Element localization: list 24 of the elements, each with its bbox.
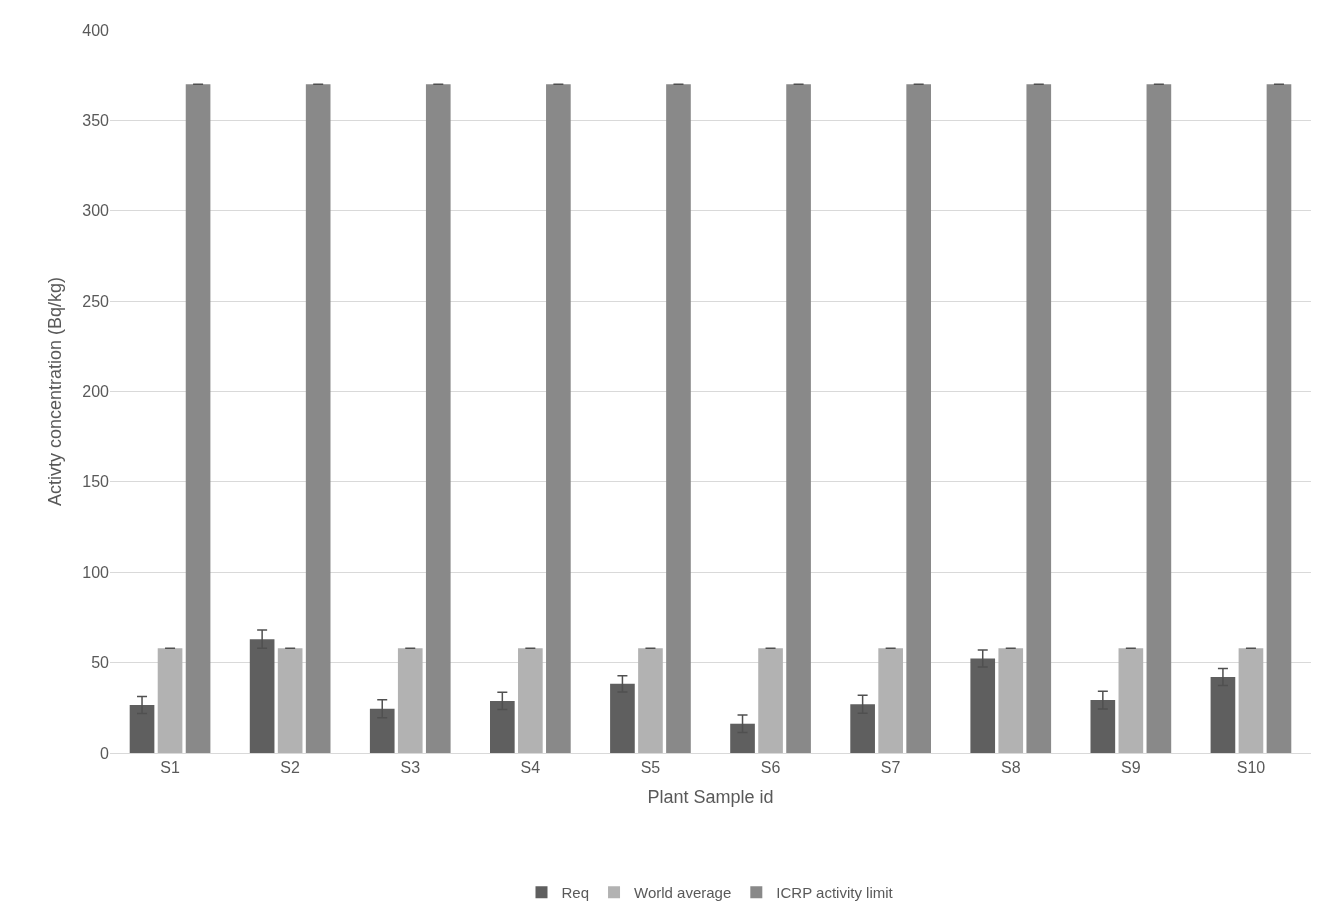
y-tick-label: 350	[82, 111, 110, 129]
x-tick-label: S7	[880, 759, 901, 777]
x-tick-label: S8	[1000, 759, 1021, 777]
x-tick-label: S9	[1121, 759, 1141, 777]
x-tick-label: S10	[1236, 759, 1266, 777]
y-tick-label: 200	[82, 383, 110, 401]
x-tick-label: S5	[640, 759, 661, 777]
y-tick-label: 50	[91, 654, 110, 672]
y-tick-label: 250	[82, 292, 110, 310]
y-tick-label: 400	[82, 21, 110, 39]
x-axis-title: Plant Sample id	[647, 787, 774, 808]
x-tick-label: S1	[160, 759, 180, 777]
y-tick-label: 100	[82, 563, 110, 581]
x-tick-label: S3	[400, 759, 421, 777]
x-tick-label: S6	[760, 759, 781, 777]
y-axis-title: Activty concentration (Bq/kg)	[45, 276, 66, 507]
x-tick-label: S4	[520, 759, 541, 777]
x-tick-label: S2	[280, 759, 301, 777]
legend-label: ICRP activity limit	[776, 884, 894, 902]
y-tick-label: 150	[82, 473, 110, 491]
y-tick-label: 0	[100, 744, 110, 762]
legend-label: World average	[634, 884, 732, 902]
legend-label: Req	[561, 884, 590, 902]
y-tick-label: 300	[82, 202, 110, 220]
